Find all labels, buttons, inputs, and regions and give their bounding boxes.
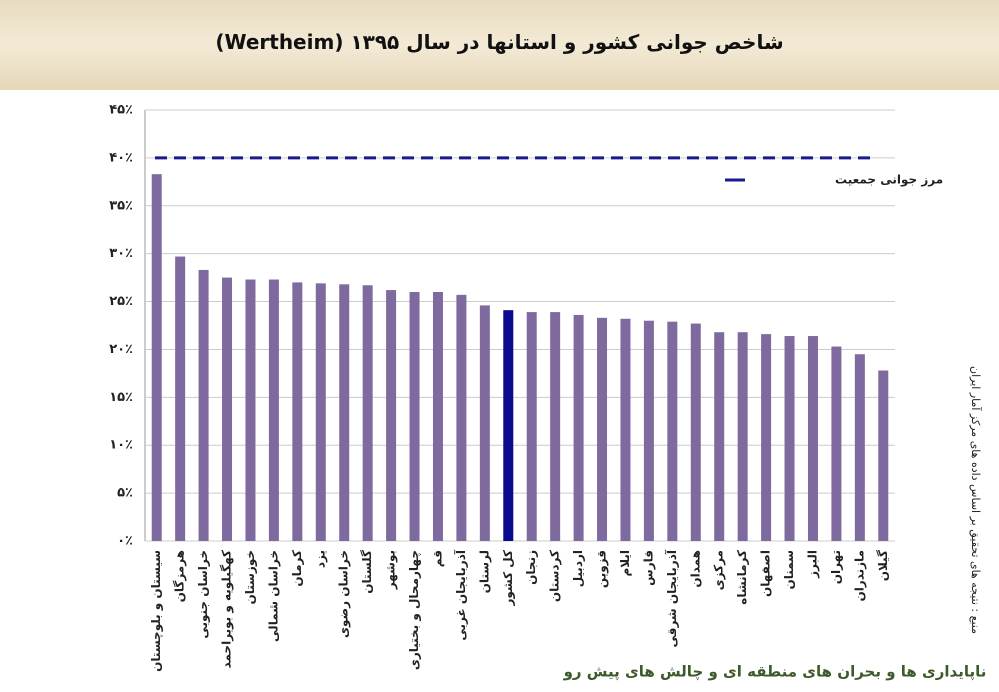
x-tick-label: قزوین	[595, 550, 610, 588]
bar	[175, 256, 186, 541]
y-tick-label: ۱۵٪	[109, 390, 133, 405]
bar	[222, 277, 233, 541]
bar	[315, 283, 326, 541]
x-tick-label: مازندران	[852, 550, 866, 602]
y-tick-label: ۳۵٪	[109, 198, 133, 213]
bar	[667, 321, 678, 541]
bar	[573, 314, 584, 541]
x-tick-label: البرز	[805, 550, 819, 579]
x-tick-label: خراسان شمالی	[266, 550, 280, 642]
y-tick-label: ۲۵٪	[109, 294, 133, 309]
bar	[714, 332, 725, 541]
x-tick-label: کل کشور	[501, 550, 516, 607]
y-tick-label: ۵٪	[117, 486, 133, 501]
x-tick-label: یزد	[313, 550, 327, 568]
bar	[737, 332, 748, 541]
footer: ناپایداری ها و بحران های منطقه ای و چالش…	[563, 663, 987, 682]
x-tick-label: تهران	[829, 550, 843, 584]
bar	[620, 318, 631, 541]
x-tick-label: خراسان جنوبی	[196, 550, 211, 639]
header: شاخص جوانی کشور و استانها در سال ۱۳۹۵ (W…	[0, 0, 999, 90]
x-tick-label: اردبیل	[571, 550, 585, 587]
title: شاخص جوانی کشور و استانها در سال ۱۳۹۵ (W…	[215, 30, 784, 54]
bar	[292, 282, 303, 541]
x-tick-label: سمنان	[782, 550, 796, 590]
bar	[362, 285, 373, 541]
x-tick-label: بوشهر	[384, 550, 399, 590]
bar	[597, 317, 608, 541]
bar	[432, 291, 443, 541]
bar	[339, 284, 350, 541]
y-tick-label: ۰٪	[117, 534, 133, 549]
x-tick-label: خراسان رضوی	[337, 550, 352, 638]
y-tick-label: ۲۰٪	[109, 342, 133, 357]
bar	[151, 174, 162, 541]
x-tick-label: هرمزگان	[173, 550, 187, 602]
x-tick-label: آذربایجان غربی	[453, 549, 468, 640]
x-tick-label: کردستان	[548, 550, 562, 602]
x-tick-label: خوزستان	[243, 550, 258, 605]
x-tick-label: قم	[430, 550, 444, 567]
y-tick-label: ۴۰٪	[109, 150, 133, 165]
bar	[550, 312, 561, 541]
bar	[198, 269, 209, 541]
bar	[643, 320, 654, 541]
y-tick-label: ۳۰٪	[109, 246, 133, 261]
bar	[761, 334, 772, 541]
x-tick-label: چهارمحال و بختیاری	[407, 550, 422, 670]
bar	[409, 291, 420, 541]
x-tick-label: اصفهان	[759, 550, 773, 597]
x-tick-label: گیلان	[876, 550, 890, 581]
bar	[784, 336, 795, 541]
bar	[503, 310, 514, 541]
bar	[479, 305, 490, 541]
bar	[690, 323, 701, 541]
x-tick-label: مرکزی	[712, 550, 726, 590]
source: منبع : نتیجه های تحقیق بر اساس داده های …	[968, 366, 983, 634]
x-tick-label: کرمان	[290, 550, 304, 587]
x-tick-label: گلستان	[360, 550, 374, 594]
x-tick-label: فارس	[641, 550, 655, 586]
bar	[831, 346, 842, 541]
bar	[386, 290, 397, 541]
x-tick-label: ایلام	[618, 550, 633, 577]
bar	[854, 354, 865, 541]
x-tick-label: همدان	[688, 550, 702, 588]
x-tick-label: آذربایجان شرقی	[664, 549, 679, 647]
bar	[878, 370, 889, 541]
bar	[526, 312, 537, 541]
bar	[245, 279, 256, 541]
bar	[807, 336, 818, 541]
x-tick-label: سیستان و بلوچستان	[149, 550, 164, 672]
x-tick-label: زنجان	[524, 550, 538, 585]
bar	[456, 294, 467, 541]
legend-label: مرز جوانی جمعیت	[835, 173, 943, 188]
y-tick-label: ۱۰٪	[109, 438, 133, 453]
x-tick-label: کرمانشاه	[735, 550, 749, 605]
x-tick-label: کهگیلویه و بویراحمد	[220, 550, 235, 669]
y-tick-label: ۴۵٪	[109, 103, 133, 118]
x-tick-label: لرستان	[477, 550, 491, 593]
bar	[268, 279, 279, 541]
